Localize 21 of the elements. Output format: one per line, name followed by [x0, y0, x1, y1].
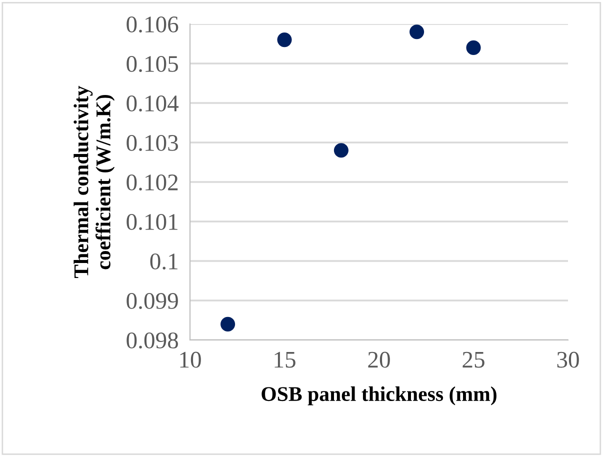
x-tick-label: 25: [462, 352, 484, 368]
x-axis-title: OSB panel thickness (mm): [262, 386, 496, 406]
point: [334, 143, 348, 158]
y-tick-label: 0.099: [126, 292, 178, 310]
point: [410, 24, 424, 40]
y-tick-label: 0.098: [126, 332, 178, 349]
point: [466, 40, 481, 55]
y-axis-title: Thermal conductivity coefficient (W/m.K): [74, 86, 115, 278]
x-tick-label: 15: [274, 352, 296, 368]
y-tick-label: 0.106: [126, 16, 178, 33]
y-tick-label: 0.103: [126, 134, 178, 152]
x-tick-label: 10: [180, 352, 201, 368]
y-tick-label: 0.1: [150, 253, 178, 270]
y-tick-label: 0.102: [126, 174, 178, 191]
point: [220, 316, 236, 332]
x-tick-label: 30: [557, 352, 579, 368]
x-tick-label: 20: [368, 352, 390, 368]
y-tick-label: 0.101: [126, 214, 178, 230]
y-tick-label: 0.105: [126, 56, 178, 72]
point: [277, 32, 292, 48]
y-tick-label: 0.104: [126, 95, 179, 112]
